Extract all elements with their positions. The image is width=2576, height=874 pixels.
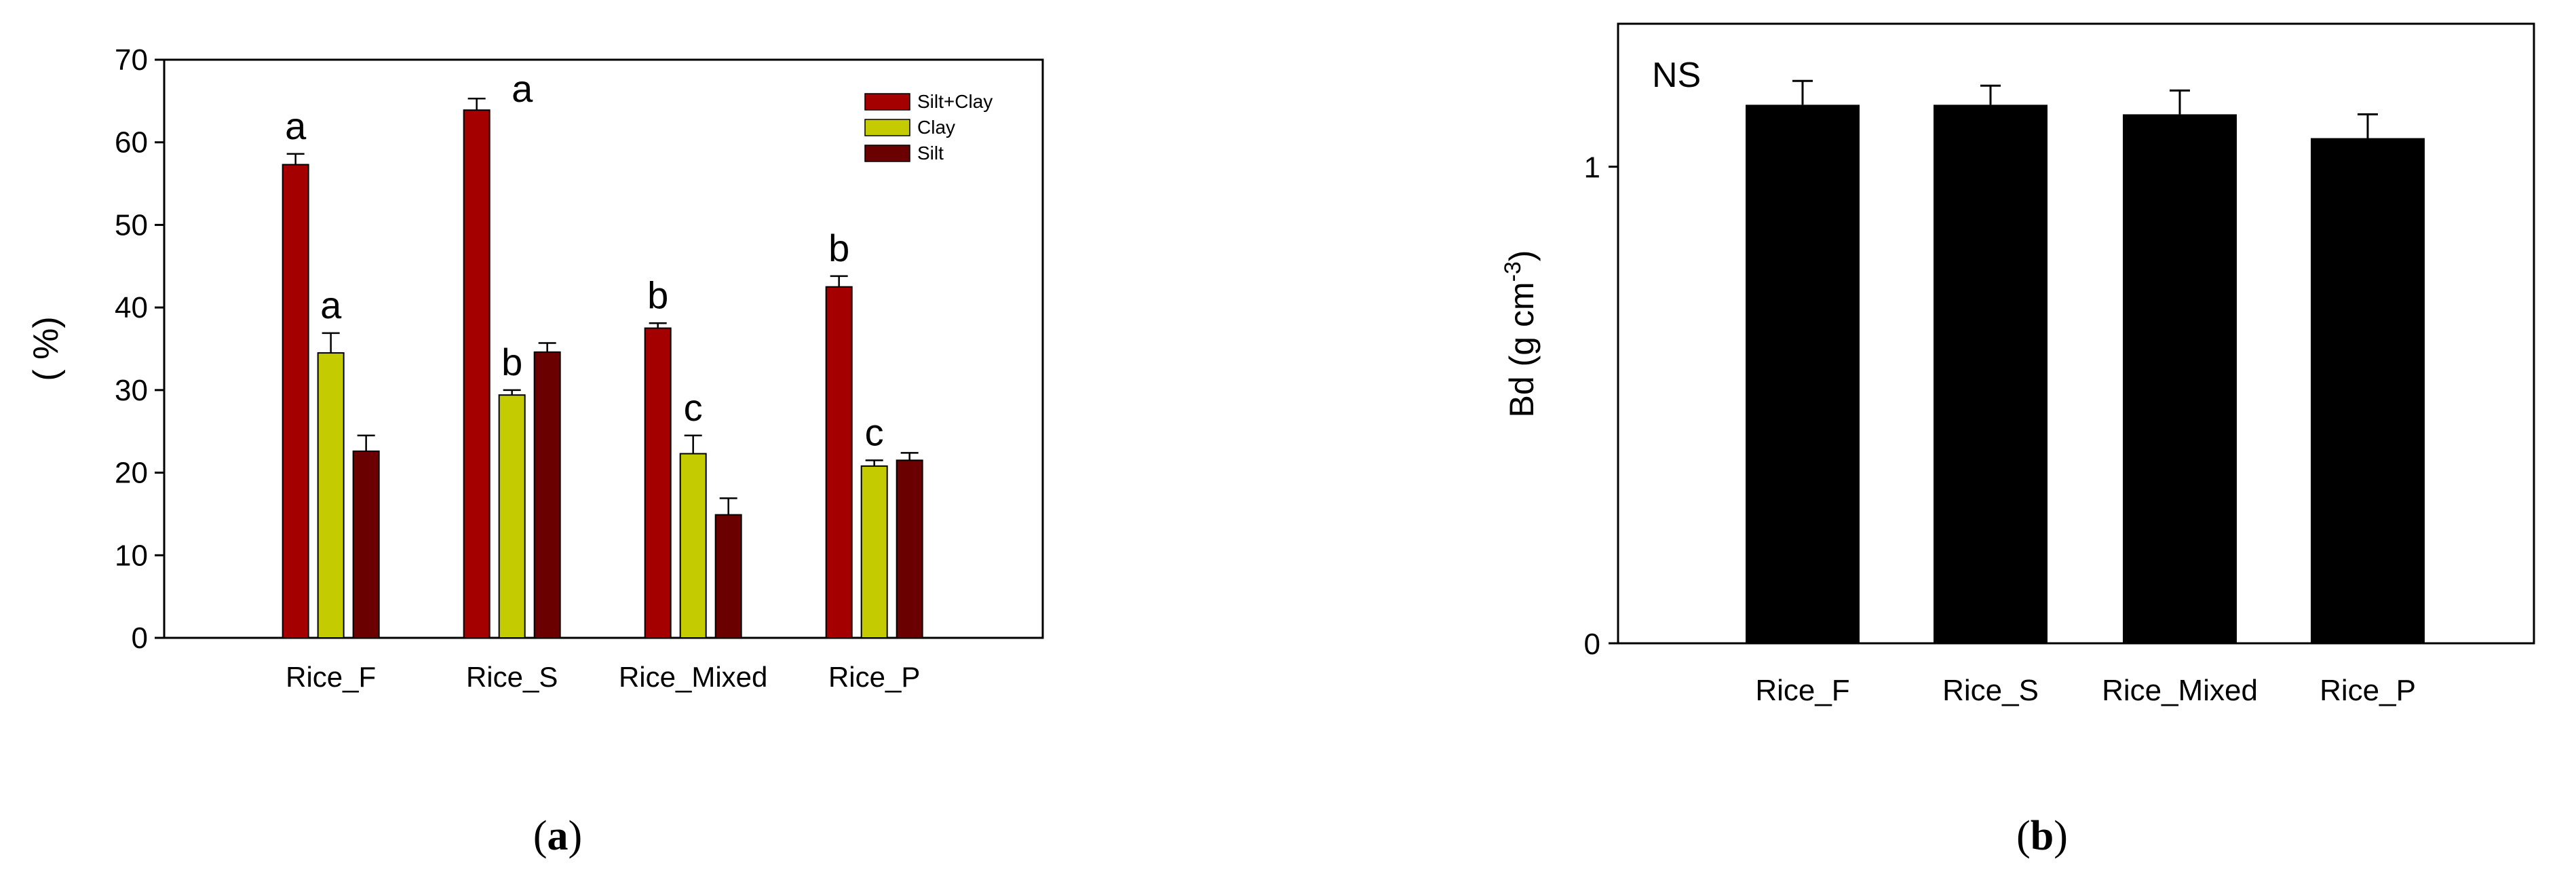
y-axis-label-a: ( %): [26, 316, 66, 381]
bar-a: [282, 164, 309, 639]
x-tick-label-a: Rice_S: [466, 661, 558, 693]
legend-label-a: Silt+Clay: [917, 91, 993, 112]
ns-annotation: NS: [1652, 56, 1701, 95]
bar-a: [714, 514, 742, 639]
panel-label-a-open: (: [533, 813, 547, 859]
x-tick-label-b: Rice_F: [1755, 674, 1849, 707]
bar-a: [352, 450, 380, 639]
y-tick-label-a: 20: [115, 457, 148, 490]
legend-label-a: Clay: [917, 117, 955, 138]
legend-label-a: Silt: [917, 142, 944, 164]
significance-letter-a: a: [512, 67, 533, 110]
y-tick-label-b: 1: [1584, 151, 1600, 185]
x-tick-labels-b: Rice_F Rice_S Rice_Mixed Rice_P: [1755, 674, 2416, 707]
y-axis-label-b-tail: ): [1503, 250, 1541, 262]
y-tick-label-a: 60: [115, 126, 148, 159]
bar-a: [679, 453, 707, 639]
y-tick-label-a: 40: [115, 291, 148, 324]
panel-label-a-letter: a: [547, 813, 569, 859]
panel-label-b-letter: b: [2031, 813, 2054, 859]
y-tick-label-a: 30: [115, 374, 148, 407]
bar-b: [1746, 104, 1860, 643]
significance-letter-a: a: [320, 284, 342, 326]
bar-a: [317, 352, 345, 639]
y-tick-label-a: 10: [115, 539, 148, 572]
significance-letter-a: c: [684, 386, 703, 429]
significance-letter-a: c: [865, 411, 884, 453]
panel-label-b: (b): [2016, 813, 2068, 859]
bar-a: [644, 327, 672, 639]
y-axis-label-b-sup: -3: [1500, 261, 1526, 282]
y-tick-label-a: 0: [132, 622, 148, 655]
significance-letter-a: b: [501, 341, 522, 383]
significance-letter-a: a: [285, 104, 307, 147]
bar-a: [463, 109, 491, 639]
panel-label-a: (a): [533, 813, 582, 859]
x-tick-label-b: Rice_S: [1942, 674, 2039, 707]
x-tick-labels-a: Rice_F Rice_S Rice_Mixed Rice_P: [286, 661, 920, 693]
bar-a: [860, 465, 888, 639]
panel-label-b-open: (: [2016, 813, 2031, 859]
x-tick-label-a: Rice_Mixed: [619, 661, 767, 693]
legend-swatch-a: [864, 119, 910, 136]
y-tick-label-a: 50: [115, 208, 148, 242]
y-axis-label-b-main: Bd (g cm: [1503, 282, 1541, 417]
y-axis-label-b: Bd (g cm-3): [1500, 250, 1541, 418]
legend-swatch-a: [864, 93, 910, 111]
bar-b: [2311, 138, 2425, 644]
plot-frame-a: [163, 58, 1044, 639]
x-tick-label-a: Rice_F: [286, 661, 376, 693]
chart-b: 01 Bd (g cm-3) NS Rice_F Rice_S Rice_Mixed…: [1500, 22, 2535, 707]
y-axis-a: 0 10 20 30 40 50 60 70: [115, 43, 164, 655]
y-axis-b: 01: [1584, 151, 1618, 661]
panel-label-a-close: ): [569, 813, 583, 859]
bar-a: [825, 286, 853, 639]
legend-swatch-a: [864, 145, 910, 162]
x-tick-label-a: Rice_P: [828, 661, 920, 693]
significance-letter-a: b: [647, 273, 668, 316]
legend-a: Silt+Clay Clay Silt: [864, 91, 993, 164]
significance-letter-a: b: [828, 227, 849, 269]
y-tick-label-a: 70: [115, 43, 148, 77]
x-tick-label-b: Rice_P: [2320, 674, 2416, 707]
bars-b: [1746, 79, 2425, 644]
plot-frame-b: [1617, 22, 2535, 645]
x-tick-label-b: Rice_Mixed: [2102, 674, 2258, 707]
bars-a: a a a b b c b c: [282, 67, 923, 639]
bar-a: [896, 459, 923, 639]
panel-label-b-close: ): [2054, 813, 2068, 859]
bar-a: [533, 351, 561, 639]
y-tick-label-b: 0: [1584, 628, 1600, 661]
bar-b: [2123, 114, 2237, 643]
bar-a: [498, 394, 526, 639]
bar-b: [1934, 104, 2048, 643]
